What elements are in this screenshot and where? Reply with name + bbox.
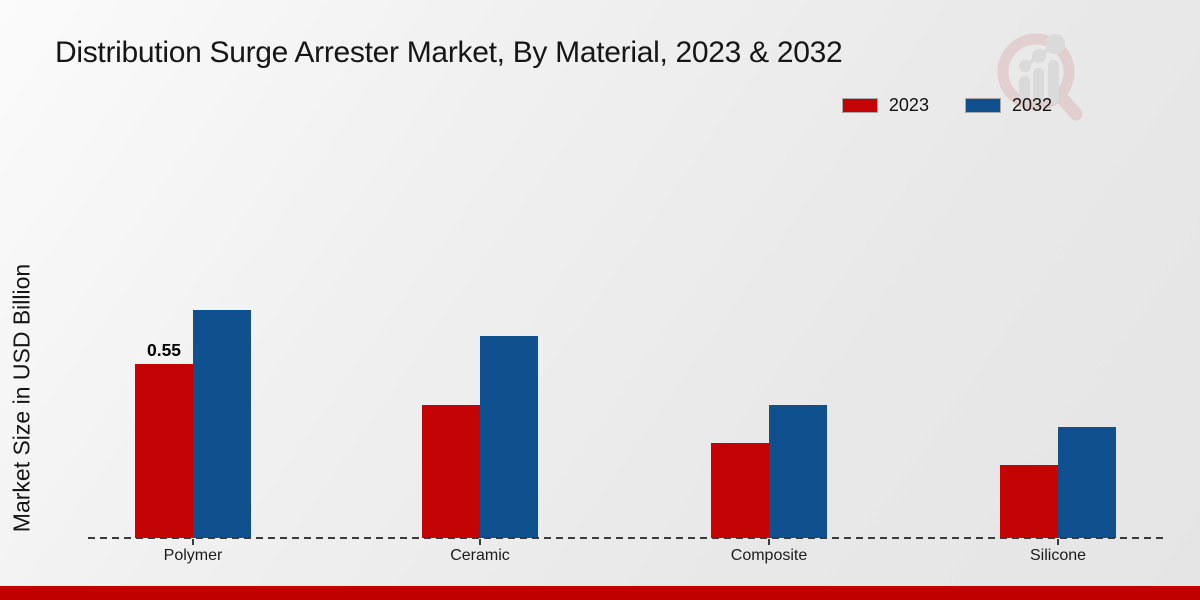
x-axis-category-label: Composite [730, 547, 808, 564]
bar-2032-silicone [1058, 427, 1116, 538]
x-axis-tick [768, 539, 770, 545]
legend-item-2023: 2023 [841, 95, 929, 116]
bar-2023-ceramic [422, 405, 480, 538]
x-axis-tick [479, 539, 481, 545]
x-axis-baseline [88, 537, 1164, 539]
bar-2032-polymer [193, 310, 251, 538]
legend-swatch-2023 [841, 98, 878, 113]
legend: 2023 2032 [841, 95, 1052, 116]
x-axis-category-label: Silicone [1029, 547, 1087, 564]
x-axis-tick [192, 539, 194, 545]
chart-title: Distribution Surge Arrester Market, By M… [55, 36, 843, 69]
legend-label-2032: 2032 [1011, 95, 1052, 115]
bar-2023-polymer [135, 364, 193, 538]
bar-2032-composite [769, 405, 827, 538]
magnifier-growth-chart-logo-icon [997, 33, 1083, 121]
legend-item-2032: 2032 [964, 95, 1052, 116]
y-axis-label: Market Size in USD Billion [8, 263, 35, 533]
x-axis-category-label: Ceramic [450, 547, 510, 564]
bar-value-label: 0.55 [146, 340, 182, 361]
bar-2032-ceramic [480, 335, 538, 538]
legend-swatch-2032 [964, 98, 1001, 113]
legend-label-2023: 2023 [888, 95, 929, 115]
x-axis-category-label: Polymer [163, 547, 223, 564]
bar-2023-silicone [1000, 465, 1058, 538]
footer-accent-bar [0, 586, 1200, 600]
x-axis-tick [1057, 539, 1059, 545]
bar-2023-composite [711, 443, 769, 538]
